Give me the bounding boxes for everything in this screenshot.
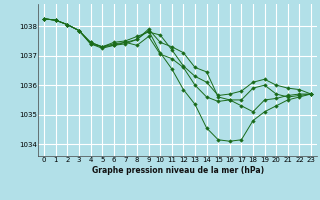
X-axis label: Graphe pression niveau de la mer (hPa): Graphe pression niveau de la mer (hPa) bbox=[92, 166, 264, 175]
